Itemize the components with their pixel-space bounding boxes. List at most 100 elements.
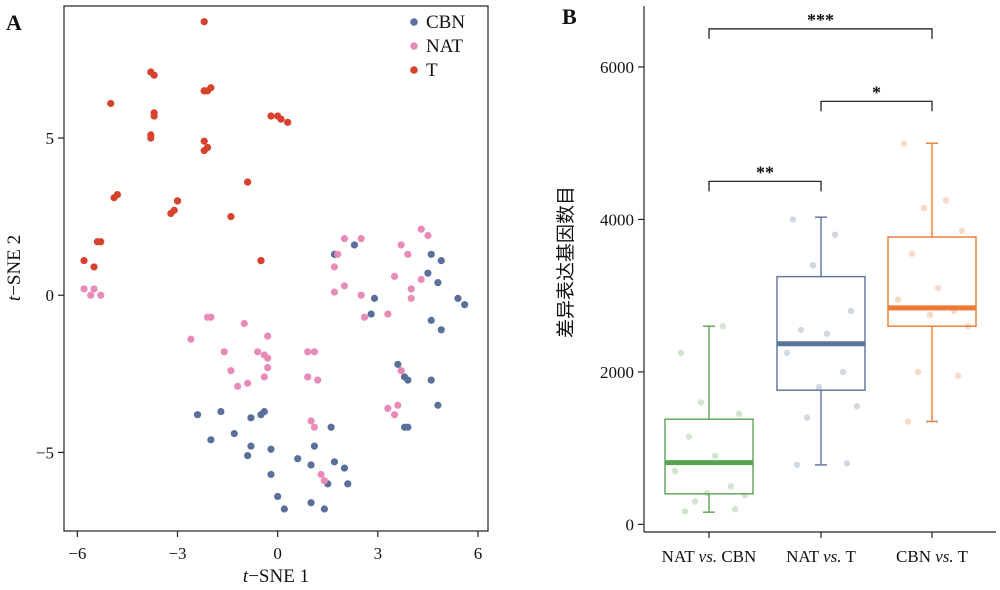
box-data-point: [741, 492, 749, 499]
scatter-point-t: [173, 197, 182, 205]
scatter-point-nat: [317, 470, 325, 479]
box-data-point: [685, 433, 693, 440]
scatter-point-cbn: [244, 451, 252, 460]
scatter-point-nat: [407, 285, 415, 293]
significance-bracket: *: [820, 82, 933, 112]
box-data-point: [809, 261, 817, 269]
scatter-point-nat: [384, 404, 392, 412]
scatter-point-t: [277, 115, 285, 123]
panel-a-y-axis-label-italic: t: [4, 295, 25, 301]
panel-a-y-tick-label: −5: [36, 443, 54, 462]
box-data-point: [908, 250, 916, 257]
scatter-point-nat: [320, 477, 329, 485]
box-data-point: [934, 284, 942, 292]
scatter-point-cbn: [247, 414, 255, 422]
legend-marker-nat: [410, 42, 418, 50]
scatter-point-nat: [80, 285, 88, 293]
scatter-point-t: [244, 178, 252, 186]
scatter-point-t: [200, 137, 208, 145]
scatter-point-cbn: [274, 492, 282, 501]
panel-a-letter: A: [6, 10, 22, 35]
scatter-point-t: [284, 118, 292, 126]
box-group-0: [664, 322, 754, 515]
box-iqr: [776, 275, 866, 391]
box-data-point: [735, 410, 743, 418]
scatter-point-t: [267, 112, 275, 120]
scatter-point-nat: [397, 241, 405, 249]
box-data-point: [727, 483, 735, 490]
panel-a-x-tick-label: 6: [474, 544, 483, 563]
scatter-point-nat: [227, 367, 235, 375]
box-data-point: [823, 330, 831, 337]
panel-a-y-axis-label: t−SNE 2: [4, 235, 25, 301]
scatter-point-nat: [340, 235, 349, 243]
legend-marker-t: [410, 66, 418, 74]
scatter-point-nat: [334, 250, 342, 258]
panel-a-y-tick-label: 5: [46, 129, 55, 148]
scatter-point-cbn: [434, 279, 442, 287]
scatter-point-t: [200, 87, 208, 95]
scatter-point-nat: [357, 235, 365, 243]
scatter-point-cbn: [247, 442, 255, 450]
scatter-point-nat: [397, 367, 405, 375]
legend-marker-cbn: [410, 18, 418, 26]
scatter-point-nat: [304, 348, 312, 356]
scatter-point-nat: [244, 379, 252, 387]
scatter-point-cbn: [320, 505, 329, 513]
scatter-point-nat: [407, 294, 415, 302]
scatter-point-cbn: [260, 407, 268, 416]
scatter-point-t: [80, 257, 88, 265]
box-iqr: [887, 236, 977, 327]
scatter-point-nat: [90, 285, 98, 293]
scatter-point-cbn: [307, 461, 315, 469]
scatter-point-nat: [390, 411, 399, 419]
scatter-point-nat: [240, 319, 248, 328]
panel-b-boxes: [664, 140, 977, 515]
scatter-point-nat: [314, 376, 322, 384]
panel-a-plot-frame: [63, 5, 489, 532]
panel-a-legend: CBN NAT T: [410, 12, 465, 81]
scatter-point-nat: [187, 335, 195, 343]
scatter-point-cbn: [461, 301, 469, 309]
scatter-point-nat: [234, 382, 242, 390]
box-data-point: [920, 204, 928, 212]
scatter-point-t: [110, 194, 118, 202]
scatter-point-nat: [404, 250, 412, 258]
box-data-point: [942, 197, 950, 204]
panel-a-x-ticks: −6 −3 0 3 6: [68, 531, 482, 563]
scatter-point-cbn: [307, 499, 315, 507]
scatter-point-cbn: [427, 376, 435, 384]
panel-b-x-tick-label: NAT vs. T: [786, 547, 856, 566]
panel-b-y-tick-label: 6000: [600, 58, 634, 77]
scatter-point-nat: [254, 348, 262, 356]
panel-a-x-tick-label: −3: [168, 544, 186, 563]
significance-bracket-line: [708, 28, 933, 39]
panel-b-y-ticks: 0 2000 4000 6000: [600, 58, 644, 534]
box-data-point: [703, 489, 711, 497]
scatter-point-cbn: [344, 480, 352, 488]
scatter-point-cbn: [280, 505, 288, 513]
box-data-point: [831, 231, 839, 238]
scatter-point-nat: [207, 313, 215, 321]
scatter-point-t: [107, 99, 115, 108]
scatter-point-t: [147, 134, 155, 142]
panel-a-points: [80, 18, 469, 513]
scatter-point-nat: [310, 348, 318, 356]
significance-label: **: [756, 162, 774, 182]
scatter-point-nat: [307, 417, 315, 425]
scatter-point-cbn: [267, 470, 275, 479]
scatter-point-nat: [264, 332, 272, 340]
box-data-point: [691, 498, 699, 505]
box-data-point: [731, 505, 739, 513]
scatter-point-nat: [330, 263, 339, 271]
scatter-point-cbn: [434, 401, 442, 409]
scatter-point-cbn: [404, 423, 412, 431]
scatter-point-t: [200, 18, 208, 26]
scatter-point-nat: [260, 373, 268, 381]
scatter-point-nat: [390, 272, 399, 280]
scatter-point-nat: [264, 354, 272, 362]
scatter-point-cbn: [454, 294, 462, 302]
scatter-point-nat: [310, 423, 318, 431]
scatter-point-nat: [394, 401, 402, 409]
